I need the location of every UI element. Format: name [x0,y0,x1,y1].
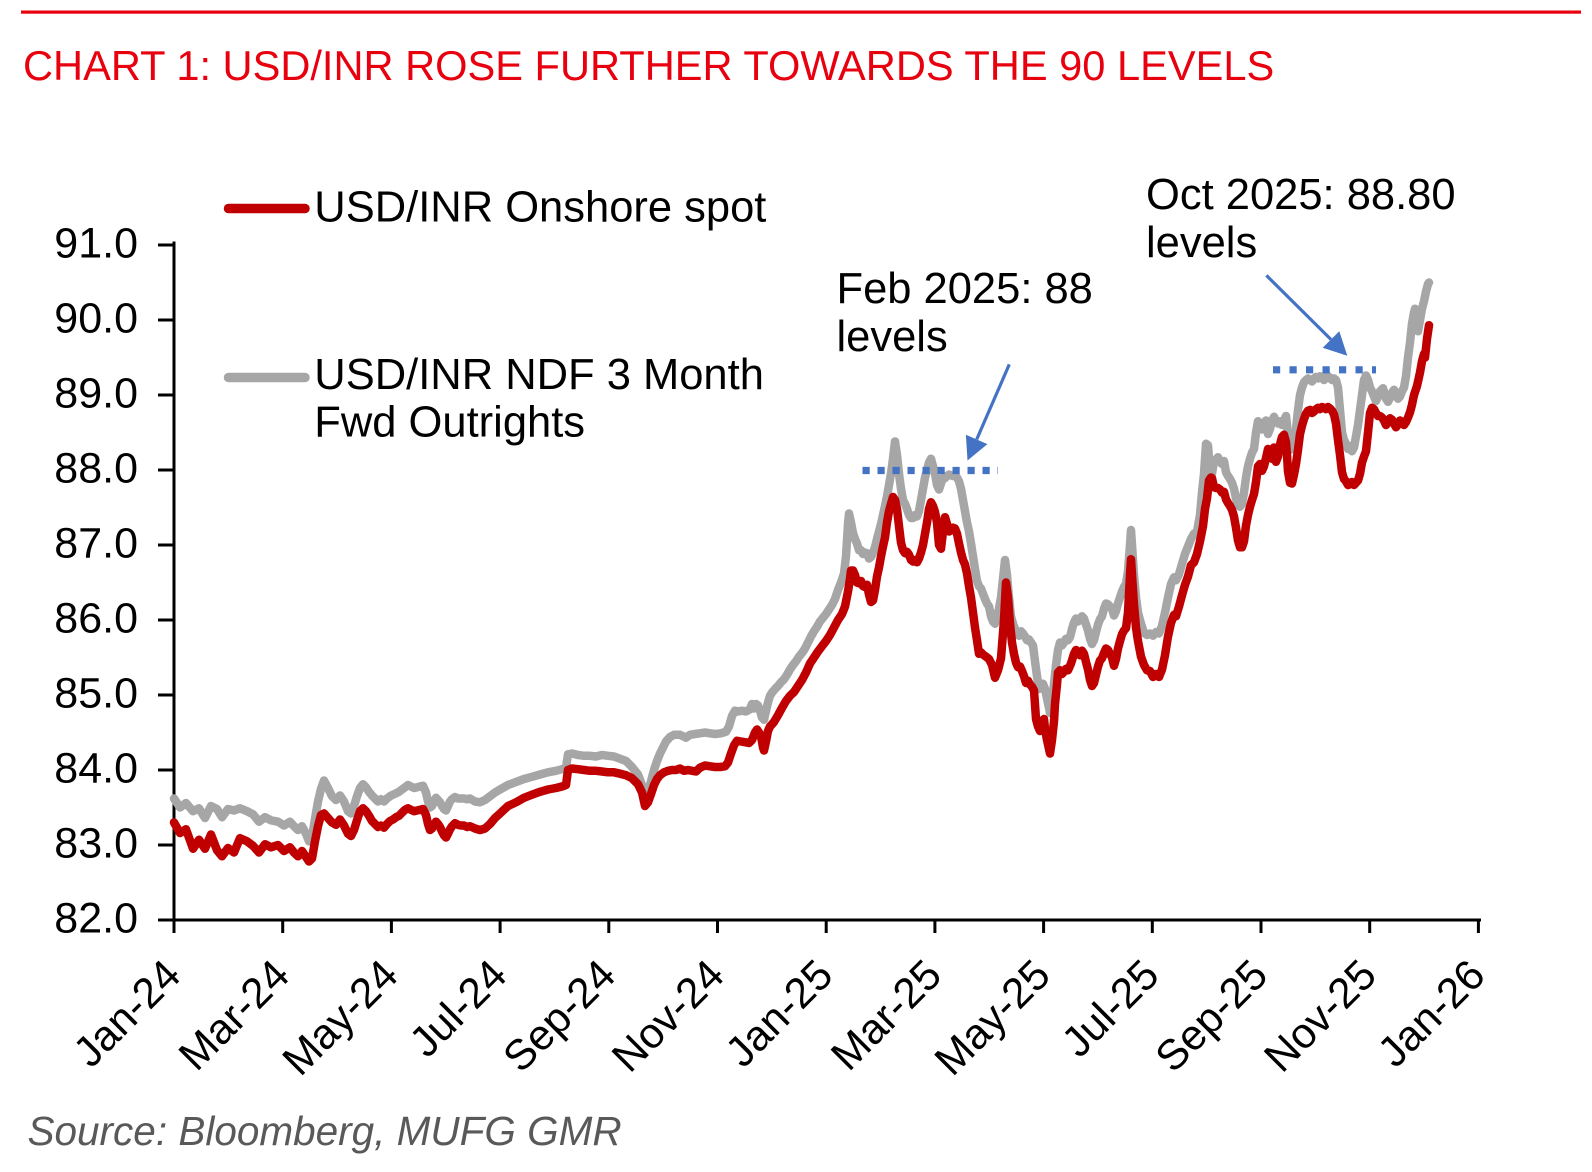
svg-text:88.0: 88.0 [54,445,138,493]
svg-text:May-25: May-25 [926,951,1059,1084]
svg-text:CHART 1: USD/INR ROSE FURTHER: CHART 1: USD/INR ROSE FURTHER TOWARDS TH… [23,42,1274,89]
svg-text:levels: levels [1146,219,1257,267]
svg-text:Sep-25: Sep-25 [1147,951,1277,1081]
svg-text:87.0: 87.0 [54,520,138,568]
svg-text:89.0: 89.0 [54,370,138,418]
svg-text:Jan-26: Jan-26 [1369,951,1494,1076]
svg-text:85.0: 85.0 [54,670,138,718]
svg-text:86.0: 86.0 [54,595,138,643]
svg-text:91.0: 91.0 [54,220,138,268]
svg-text:Nov-25: Nov-25 [1256,951,1386,1081]
svg-text:90.0: 90.0 [54,295,138,343]
svg-text:USD/INR NDF 3 Month: USD/INR NDF 3 Month [314,351,764,399]
svg-text:83.0: 83.0 [54,820,138,868]
svg-text:USD/INR Onshore spot: USD/INR Onshore spot [314,184,766,232]
svg-text:84.0: 84.0 [54,745,138,793]
svg-text:Source: Bloomberg, MUFG GMR: Source: Bloomberg, MUFG GMR [28,1108,622,1154]
svg-text:May-24: May-24 [274,951,407,1084]
svg-text:levels: levels [837,313,948,361]
svg-text:Jan-25: Jan-25 [717,951,842,1076]
svg-text:Jan-24: Jan-24 [65,951,190,1076]
svg-text:Nov-24: Nov-24 [603,951,733,1081]
svg-text:Oct 2025: 88.80: Oct 2025: 88.80 [1146,171,1456,219]
svg-text:Mar-24: Mar-24 [170,951,298,1079]
svg-text:Feb 2025: 88: Feb 2025: 88 [837,265,1093,313]
svg-text:Sep-24: Sep-24 [495,951,625,1081]
svg-text:Mar-25: Mar-25 [823,951,951,1079]
svg-text:82.0: 82.0 [54,895,138,943]
svg-text:Fwd Outrights: Fwd Outrights [314,399,585,447]
